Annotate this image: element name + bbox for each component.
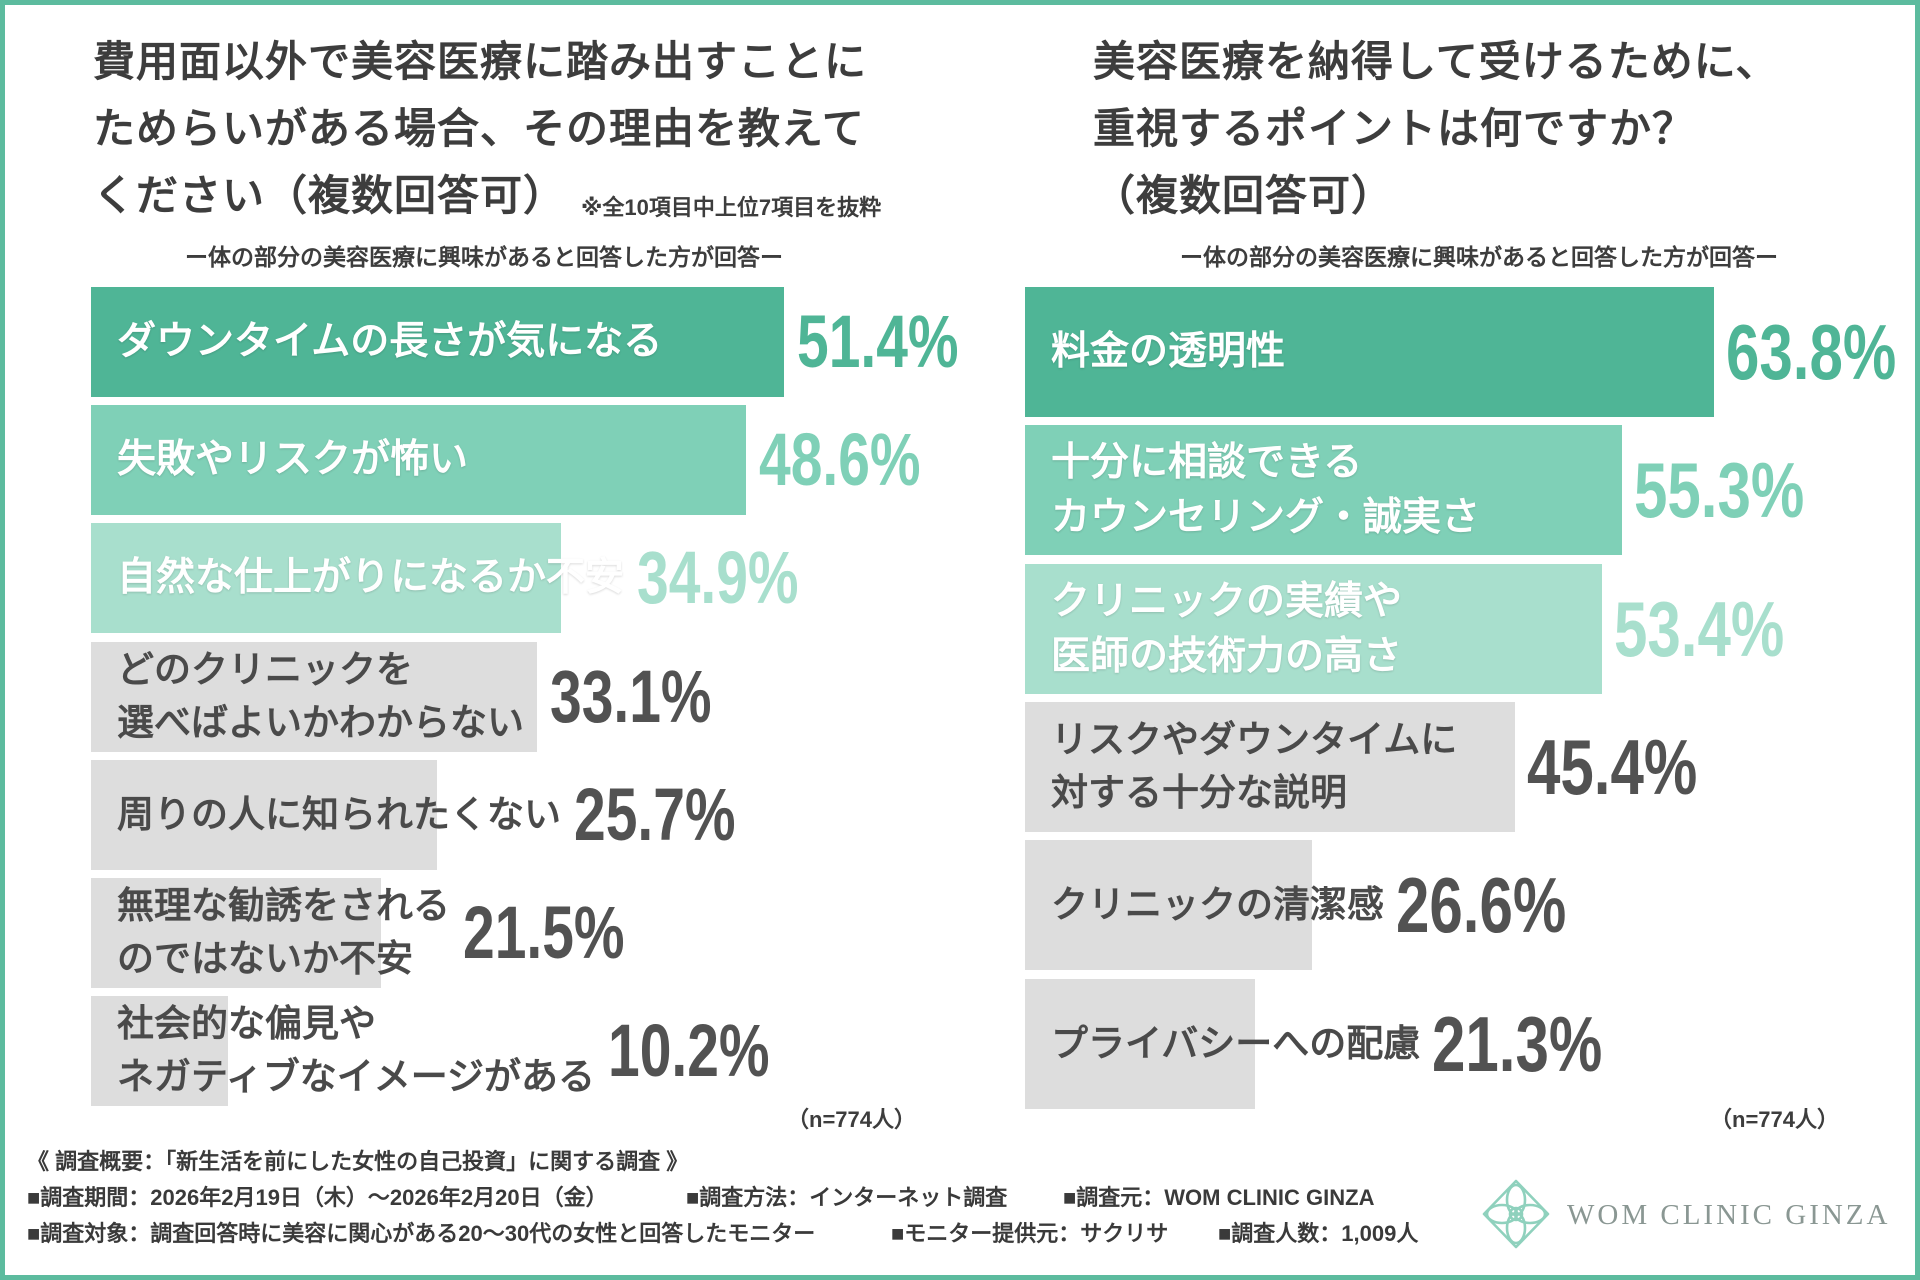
survey-target: ■調査対象：調査回答時に美容に関心がある20〜30代の女性と回答したモニター xyxy=(27,1221,816,1246)
bar xyxy=(91,523,561,633)
bar-label: 十分に相談できる カウンセリング・誠実さ xyxy=(1051,440,1481,539)
bar-value-label: 63.8% xyxy=(1726,308,1897,396)
right-chart-sample-size: （n=774人） xyxy=(1710,1107,1839,1132)
bar xyxy=(91,760,437,870)
bar-label: リスクやダウンタイムに 対する十分な説明 xyxy=(1051,719,1458,813)
bar-value-label: 21.5% xyxy=(463,891,625,974)
bar-label: 社会的な偏見や ネガティブなイメージがある xyxy=(117,1003,596,1097)
bar-value-label: 51.4% xyxy=(797,300,959,383)
bar xyxy=(1025,702,1515,832)
bar-value-label: 26.6% xyxy=(1396,861,1567,949)
bar xyxy=(91,878,381,988)
bar-label: 自然な仕上がりになるか不安 xyxy=(117,556,625,600)
survey-heading: 《 調査概要：「新生活を前にした女性の自己投資」に関する調査 》 xyxy=(27,1149,689,1174)
survey-period: ■調査期間：2026年2月19日（木）〜2026年2月20日（金） xyxy=(27,1185,608,1210)
survey-provider: ■モニター提供元：サクリサ xyxy=(891,1221,1169,1246)
bar xyxy=(1025,979,1255,1109)
right-chart-title-line-3: （複数回答可） xyxy=(1093,172,1395,219)
bar-label: プライバシーへの配慮 xyxy=(1051,1022,1421,1064)
bar-value-label: 33.1% xyxy=(550,655,712,738)
bar-label: 無理な勧誘をされる のではないか不安 xyxy=(117,885,450,979)
bar-value-label: 53.4% xyxy=(1614,585,1785,673)
survey-method: ■調査方法：インターネット調査 xyxy=(686,1185,1008,1210)
right-chart: 美容医療を納得して受けるために、 重視するポイントは何ですか？ （複数回答可） … xyxy=(1005,0,1915,1140)
right-chart-subtitle: ー体の部分の美容医療に興味があると回答した方が回答ー xyxy=(1180,244,1778,270)
left-chart-title-line-2: ためらいがある場合、その理由を教えて xyxy=(93,105,865,152)
bar xyxy=(1025,287,1714,417)
bar-label: 料金の透明性 xyxy=(1051,330,1286,374)
bar xyxy=(1025,840,1312,970)
left-chart: 費用面以外で美容医療に踏み出すことに ためらいがある場合、その理由を教えて くだ… xyxy=(0,0,1005,1140)
bar-label: 周りの人に知られたくない xyxy=(117,793,561,835)
bar-value-label: 10.2% xyxy=(608,1009,770,1092)
left-chart-note: ※全10項目中上位7項目を抜粋 xyxy=(581,195,882,220)
bar xyxy=(91,642,537,752)
bar-label: 失敗やリスクが怖い xyxy=(117,438,469,482)
bar-value-label: 48.6% xyxy=(759,418,921,501)
left-chart-sample-size: （n=774人） xyxy=(787,1107,916,1132)
left-chart-subtitle: ー体の部分の美容医療に興味があると回答した方が回答ー xyxy=(185,244,783,270)
bar-label: どのクリニックを 選べばよいかわからない xyxy=(117,649,524,743)
bar-value-label: 25.7% xyxy=(574,773,736,856)
left-chart-title-line-3: ください（複数回答可） xyxy=(93,172,567,219)
bar-label: ダウンタイムの長さが気になる xyxy=(117,320,663,364)
bar-value-label: 34.9% xyxy=(637,536,799,619)
left-chart-title-line-1: 費用面以外で美容医療に踏み出すことに xyxy=(93,38,868,85)
bar-value-label: 45.4% xyxy=(1527,723,1698,811)
bar-label: クリニックの清潔感 xyxy=(1051,883,1384,925)
bar xyxy=(1025,425,1622,555)
clinic-logo-text: WOM CLINIC GINZA xyxy=(1567,1199,1891,1231)
bar xyxy=(1025,564,1602,694)
bar-value-label: 55.3% xyxy=(1634,446,1805,534)
bar-label: クリニックの実績や 医師の技術力の高さ xyxy=(1051,579,1403,678)
bar xyxy=(91,405,746,515)
survey-count: ■調査人数：1,009人 xyxy=(1218,1221,1419,1246)
clinic-flower-logo-icon xyxy=(1482,1179,1550,1249)
right-chart-title-line-2: 重視するポイントは何ですか？ xyxy=(1093,105,1696,152)
bar xyxy=(91,287,784,397)
right-chart-title-line-1: 美容医療を納得して受けるために、 xyxy=(1093,38,1779,85)
survey-source: ■調査元：WOM CLINIC GINZA xyxy=(1063,1185,1375,1210)
bar xyxy=(91,996,228,1106)
bar-value-label: 21.3% xyxy=(1432,1000,1603,1088)
